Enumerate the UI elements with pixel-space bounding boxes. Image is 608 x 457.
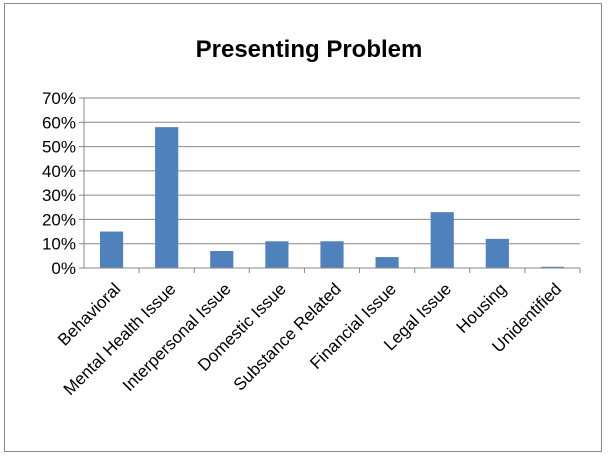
x-tick-label: Housing [453, 279, 511, 337]
bar-domestic-issue [265, 241, 289, 268]
bars [99, 127, 565, 269]
y-tick-label: 30% [42, 186, 76, 205]
bar-financial-issue [375, 257, 399, 268]
chart-title: Presenting Problem [196, 36, 423, 63]
bar-behavioral [99, 231, 124, 268]
axes [83, 98, 580, 269]
y-tick-label: 0% [51, 259, 76, 278]
bar-unidentified [540, 266, 565, 268]
y-tick-label: 50% [42, 138, 76, 157]
y-tick-label: 60% [42, 113, 76, 132]
y-tick-label: 20% [42, 210, 76, 229]
y-tick-label: 40% [42, 162, 76, 181]
y-axis-ticks: 0% 10% 20% 30% 40% 50% 60% 70% [42, 89, 84, 278]
y-tick-label: 10% [42, 235, 76, 254]
bar-housing [485, 238, 509, 268]
bar-substance-related [320, 241, 344, 268]
bar-interpersonal-issue [210, 251, 234, 268]
bar-legal-issue [430, 212, 454, 268]
bar-mental-health-issue [155, 127, 179, 269]
x-tick-label: Substance Related [230, 279, 345, 394]
chart-frame [4, 3, 602, 452]
y-tick-label: 70% [42, 89, 76, 108]
